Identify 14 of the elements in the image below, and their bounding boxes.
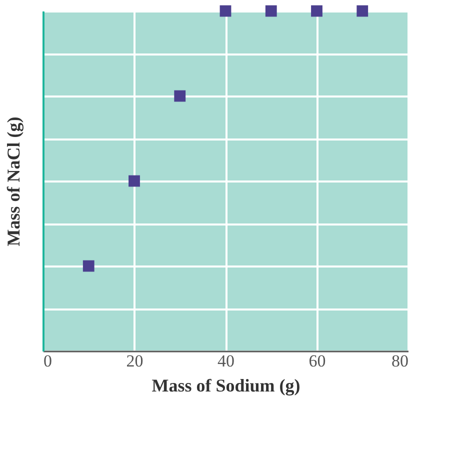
x-tick-label: 20 (126, 352, 144, 370)
x-tick-label: 80 (392, 352, 408, 370)
point (174, 90, 186, 102)
point (82, 260, 94, 272)
x-tick-label: 40 (218, 352, 234, 370)
point (356, 5, 368, 17)
x-tick-label: 0 (44, 352, 52, 370)
x-tick-label: 60 (308, 352, 326, 370)
point (128, 175, 140, 187)
y-axis-title: Mass of NaCl (g) (4, 116, 24, 246)
point (265, 5, 277, 17)
x-axis-title: Mass of Sodium (g) (152, 376, 300, 396)
point (220, 5, 232, 17)
point (311, 5, 322, 17)
